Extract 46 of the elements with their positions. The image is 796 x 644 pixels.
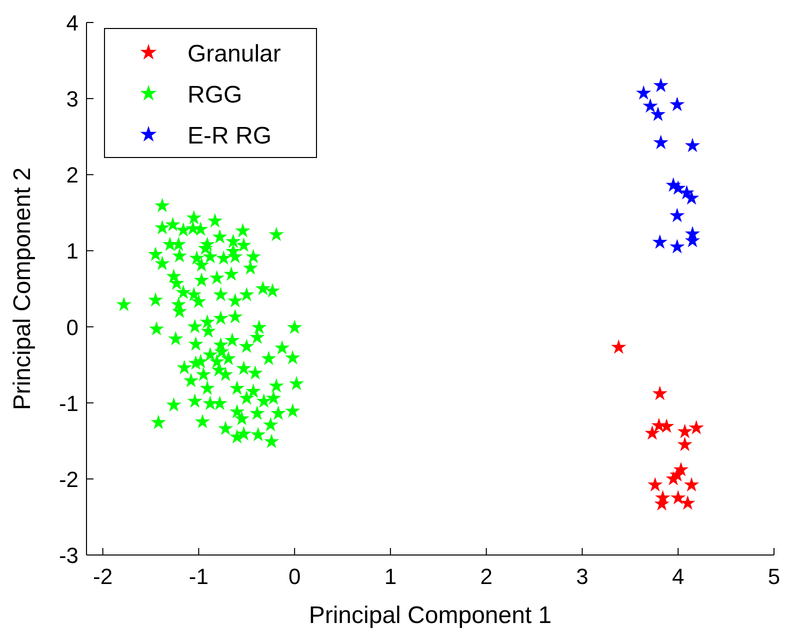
point: [678, 424, 692, 438]
point: [653, 386, 666, 400]
point: [666, 472, 680, 485]
point: [648, 478, 662, 491]
x-axis-title: Principal Component 1: [308, 602, 552, 629]
point: [653, 236, 666, 248]
point: [672, 491, 685, 504]
point: [637, 86, 650, 99]
y-tick-label: 1: [66, 238, 78, 264]
legend-label: RGG: [188, 82, 242, 108]
point: [654, 136, 668, 148]
y-tick-label: 2: [66, 162, 78, 188]
x-tick-label: 5: [768, 564, 780, 589]
y-tick-label: 0: [66, 314, 78, 340]
x-tick-label: 1: [384, 564, 397, 589]
point: [686, 138, 700, 152]
point: [685, 191, 698, 204]
point: [651, 108, 664, 120]
point: [680, 186, 694, 199]
x-tick-label: 4: [672, 564, 684, 589]
y-tick-label: 3: [66, 86, 78, 112]
point: [670, 98, 684, 110]
point: [644, 99, 657, 112]
point: [681, 496, 694, 509]
legend-label: E-R RG: [188, 122, 272, 150]
point: [685, 478, 698, 491]
point: [670, 240, 684, 253]
point: [690, 421, 703, 434]
x-tick-label: -1: [188, 564, 208, 589]
x-tick-label: 2: [480, 564, 492, 589]
legend-label: Granular: [188, 40, 281, 68]
y-tick-label: -3: [58, 543, 78, 568]
point: [612, 340, 626, 353]
point: [670, 208, 684, 222]
x-tick-label: -2: [93, 564, 113, 589]
point: [672, 182, 685, 194]
y-tick-label: 4: [66, 10, 78, 36]
point: [660, 420, 674, 432]
point: [654, 78, 668, 92]
y-tick-label: -2: [58, 466, 78, 492]
point: [678, 438, 692, 450]
y-axis-title: Principal Component 2: [9, 167, 36, 410]
x-tick-label: 3: [576, 564, 588, 589]
x-tick-label: 0: [288, 564, 301, 589]
point: [646, 426, 659, 439]
y-tick-label: -1: [58, 390, 78, 416]
